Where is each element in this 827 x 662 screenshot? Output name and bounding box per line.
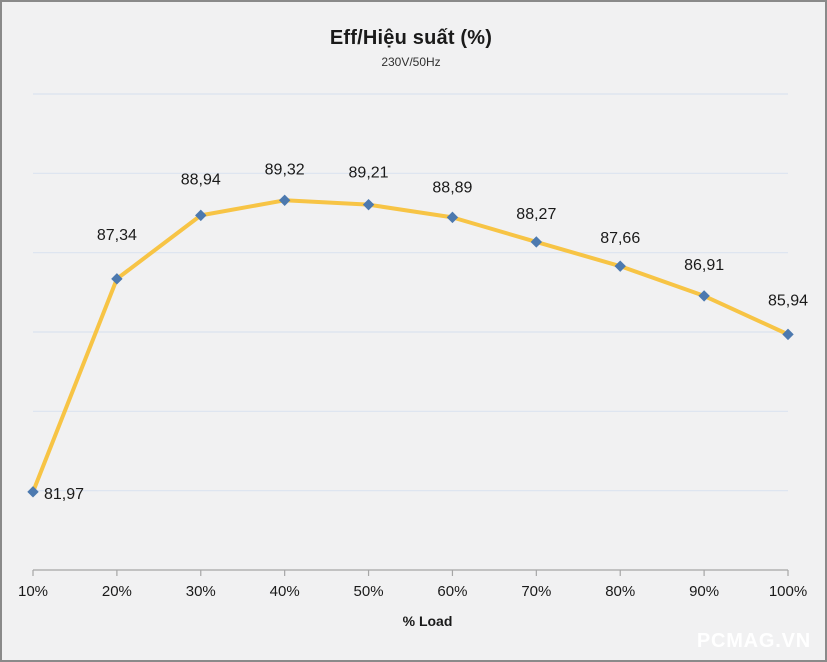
chart-title: Eff/Hiệu suất (%) [329, 27, 493, 49]
data-point-label: 85,94 [768, 292, 808, 309]
data-point-label: 88,27 [516, 206, 556, 223]
data-point-marker [782, 328, 794, 341]
x-axis-tick-label: 80% [605, 583, 635, 600]
data-point-marker [195, 209, 207, 222]
x-axis-tick-label: 60% [437, 583, 467, 600]
x-axis-tick-label: 90% [689, 583, 719, 600]
data-point-label: 87,66 [600, 230, 640, 247]
data-point-label: 89,21 [349, 165, 389, 182]
x-axis-tick-label: 20% [102, 583, 132, 600]
data-point-marker [362, 198, 375, 211]
data-point-marker [698, 290, 710, 302]
data-point-label: 88,89 [432, 179, 472, 196]
data-point-label: 89,32 [265, 161, 305, 178]
series-line [31, 198, 790, 494]
data-point-marker [111, 273, 123, 285]
data-point-label: 88,94 [181, 171, 221, 188]
x-axis-tick-label: 30% [186, 583, 216, 600]
data-point-marker [27, 486, 39, 498]
chart-subtitle: 230V/50Hz [381, 55, 441, 69]
data-point-label: 81,97 [44, 486, 84, 503]
x-axis-tick-label: 40% [270, 583, 300, 600]
x-axis-title: % Load [402, 613, 453, 629]
data-point-marker [614, 260, 626, 272]
x-axis-tick-label: 10% [18, 583, 48, 600]
data-point-marker [530, 236, 543, 248]
data-point-marker [278, 194, 291, 207]
data-point-label: 87,34 [97, 227, 137, 244]
x-axis-tick-label: 50% [354, 583, 384, 600]
data-point-marker [446, 211, 459, 224]
x-axis-tick-label: 100% [769, 583, 807, 600]
data-point-label: 86,91 [684, 257, 724, 274]
watermark: PCMAG.VN [696, 630, 811, 652]
x-axis-tick-label: 70% [521, 583, 551, 600]
